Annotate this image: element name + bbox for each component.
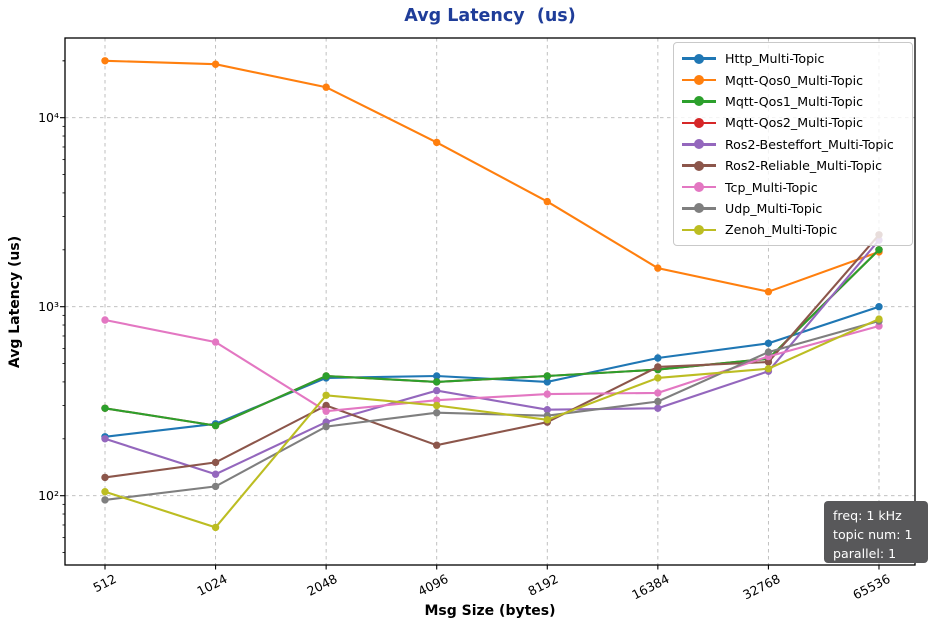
legend-label: Ros2-Besteffort_Multi-Topic: [725, 136, 894, 152]
data-point: [101, 435, 109, 443]
annotation-parallel: parallel: 1: [833, 546, 897, 561]
data-point: [875, 246, 883, 254]
data-point: [654, 397, 662, 406]
legend-item-Tcp_Multi-Topic: Tcp_Multi-Topic: [682, 176, 904, 197]
legend-item-Mqtt-Qos2_Multi-Topic: Mqtt-Qos2_Multi-Topic: [682, 112, 904, 133]
data-point: [433, 409, 441, 417]
legend-marker-icon: [682, 160, 716, 171]
legend-item-Ros2-Besteffort_Multi-Topic: Ros2-Besteffort_Multi-Topic: [682, 134, 904, 155]
data-point: [322, 422, 330, 431]
data-point: [654, 363, 662, 371]
data-point: [322, 407, 330, 415]
data-point: [543, 197, 551, 206]
data-point: [764, 365, 773, 373]
data-point: [543, 372, 551, 380]
data-point: [433, 396, 441, 404]
data-point: [875, 315, 883, 323]
legend-marker-icon: [682, 117, 716, 128]
data-point: [654, 264, 662, 272]
chart-title: Avg Latency (us): [404, 6, 576, 26]
legend-label: Mqtt-Qos1_Multi-Topic: [725, 93, 864, 109]
legend-label: Mqtt-Qos0_Multi-Topic: [725, 72, 864, 88]
legend-item-Ros2-Reliable_Multi-Topic: Ros2-Reliable_Multi-Topic: [682, 155, 904, 176]
legend-label: Http_Multi-Topic: [725, 51, 825, 67]
data-point: [211, 458, 220, 467]
data-point: [764, 288, 773, 296]
legend-marker-icon: [682, 182, 716, 193]
y-tick-label-1000: 10³: [38, 299, 59, 314]
data-point: [433, 378, 441, 386]
data-point: [543, 416, 551, 424]
data-point: [101, 404, 109, 412]
data-point: [543, 406, 551, 414]
data-point: [211, 482, 220, 491]
data-point: [322, 83, 330, 91]
data-point: [101, 496, 109, 504]
legend-item-Mqtt-Qos0_Multi-Topic: Mqtt-Qos0_Multi-Topic: [682, 69, 904, 90]
data-point: [654, 404, 662, 412]
data-point: [543, 390, 551, 398]
series-Zenoh_Multi-Topic: [101, 315, 883, 532]
data-point: [211, 60, 220, 68]
legend-label: Udp_Multi-Topic: [725, 200, 823, 216]
annotation-topic-num: topic num: 1: [833, 527, 913, 542]
data-point: [211, 338, 220, 346]
legend-label: Tcp_Multi-Topic: [725, 179, 818, 195]
data-point: [654, 374, 662, 382]
data-point: [322, 391, 330, 399]
legend-item-Udp_Multi-Topic: Udp_Multi-Topic: [682, 198, 904, 219]
series-Mqtt-Qos1_Multi-Topic: [101, 246, 883, 430]
legend-label: Ros2-Reliable_Multi-Topic: [725, 158, 883, 174]
legend-label: Mqtt-Qos2_Multi-Topic: [725, 115, 864, 131]
y-tick-label-10000: 10⁴: [38, 110, 59, 125]
legend-marker-icon: [682, 139, 716, 150]
data-point: [101, 316, 109, 324]
x-axis-label: Msg Size (bytes): [424, 603, 556, 619]
legend-item-Zenoh_Multi-Topic: Zenoh_Multi-Topic: [682, 219, 904, 240]
legend-label: Zenoh_Multi-Topic: [725, 222, 838, 238]
y-tick-label-100: 10²: [38, 488, 59, 503]
data-point: [101, 488, 109, 496]
data-point: [211, 470, 220, 478]
chart-legend: Http_Multi-Topic Mqtt-Qos0_Multi-Topic Mqt…: [673, 42, 913, 246]
data-point: [101, 473, 109, 482]
legend-marker-icon: [682, 96, 716, 107]
data-point: [211, 421, 220, 430]
data-point: [433, 386, 441, 395]
series-Tcp_Multi-Topic: [101, 316, 883, 415]
data-point: [322, 401, 330, 410]
annotation-box: freq: 1 kHz topic num: 1 parallel: 1: [824, 501, 928, 563]
data-point: [654, 389, 662, 397]
data-point: [543, 378, 551, 386]
legend-marker-icon: [682, 224, 716, 235]
series-Mqtt-Qos0_Multi-Topic: [101, 57, 883, 296]
data-point: [433, 401, 441, 410]
series-Udp_Multi-Topic: [101, 317, 883, 504]
data-point: [875, 303, 883, 311]
data-point: [764, 339, 773, 347]
data-point: [433, 138, 441, 147]
data-point: [433, 441, 441, 449]
annotation-freq: freq: 1 kHz: [833, 508, 902, 523]
data-point: [322, 372, 330, 380]
legend-marker-icon: [682, 203, 716, 214]
data-point: [764, 358, 773, 366]
data-point: [764, 348, 773, 356]
axes-frame: [64, 37, 916, 566]
data-point: [433, 372, 441, 380]
legend-marker-icon: [682, 75, 716, 86]
series-Mqtt-Qos2_Multi-Topic: [101, 246, 883, 430]
legend-marker-icon: [682, 53, 716, 64]
legend-item-Http_Multi-Topic: Http_Multi-Topic: [682, 48, 904, 69]
data-point: [211, 523, 220, 532]
data-point: [654, 354, 662, 362]
data-point: [101, 57, 109, 65]
legend-item-Mqtt-Qos1_Multi-Topic: Mqtt-Qos1_Multi-Topic: [682, 91, 904, 112]
